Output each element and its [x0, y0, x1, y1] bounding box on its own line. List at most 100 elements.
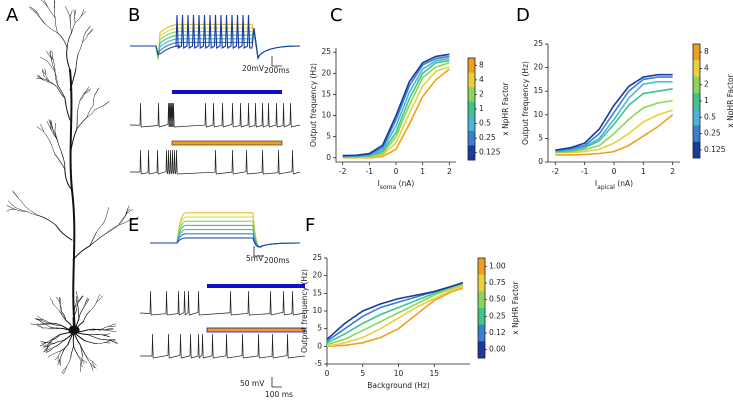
dendrite [84, 86, 90, 93]
dendrite [72, 245, 91, 261]
y-tick-label: 20 [533, 63, 543, 72]
dendrite [70, 10, 73, 16]
dendrite [18, 197, 26, 208]
dendrite [37, 318, 44, 322]
dendrite [78, 295, 83, 302]
spike-train [139, 290, 306, 316]
colorbar-segment [693, 141, 700, 159]
trace [150, 237, 301, 248]
dendrite [96, 222, 104, 233]
dendrite [51, 50, 54, 60]
dendrite [59, 310, 67, 321]
dendrite [45, 349, 52, 353]
colorbar-tick-label: 0.5 [704, 112, 716, 121]
dendrite [105, 327, 114, 330]
x-axis-label: Background (Hz) [367, 381, 430, 390]
dendrite [54, 70, 58, 85]
dendrite [94, 87, 100, 96]
neuron [6, 0, 139, 374]
dendrite [84, 88, 90, 94]
dendrite [71, 22, 76, 34]
dendrite [73, 9, 75, 16]
dendrite [97, 328, 107, 330]
dendrite [36, 315, 43, 320]
colorbar-tick-label: 0.5 [479, 119, 491, 128]
colorbar-tick-label: 0.125 [704, 145, 726, 154]
dendrite [25, 206, 40, 217]
x-tick-label: 5 [360, 369, 365, 378]
chart: 0 5 10 15 20 25 -2 -1 0 1 2 Output frequency (Hz) Ia… [521, 39, 733, 191]
colorbar-tick-label: 1 [479, 104, 484, 113]
dendrite [125, 209, 134, 216]
dendrite [84, 340, 97, 344]
dendrite [37, 323, 44, 325]
dendrite [83, 310, 91, 322]
dendrite [8, 200, 16, 208]
dendrite [47, 7, 56, 19]
dendrite [74, 15, 76, 23]
dendrite [45, 24, 58, 34]
dendrite [14, 208, 27, 212]
scale-label: 50 mV [240, 379, 265, 388]
y-tick-label: 10 [533, 110, 543, 119]
dendrite [52, 334, 61, 341]
x-tick-label: 0 [394, 167, 399, 176]
dendrite [96, 342, 106, 345]
x-tick-label: 1 [641, 167, 646, 176]
colorbar-segment [468, 87, 475, 103]
dendrite [39, 342, 46, 347]
series-line [342, 55, 450, 157]
dendrite [73, 345, 78, 356]
spike-train [129, 149, 301, 176]
x-tick-label: -2 [339, 167, 347, 176]
x-tick-label: 0 [325, 369, 330, 378]
y-tick-label: 15 [312, 288, 322, 297]
x-axis-label-part: (nA) [615, 179, 633, 188]
dendrite [6, 208, 16, 212]
dendrite [47, 353, 54, 358]
dendrite [102, 100, 110, 107]
series-line [326, 285, 464, 348]
panel-label: E [128, 215, 139, 236]
x-tick-label: 1 [420, 167, 425, 176]
y-tick-label: 0 [326, 153, 331, 162]
dendrite [75, 53, 79, 70]
dendrite [53, 340, 64, 344]
dendrite [49, 50, 52, 60]
dendrite [57, 32, 68, 49]
colorbar-segment [468, 58, 475, 73]
dendrite [40, 57, 48, 62]
dendrite [86, 298, 90, 304]
y-axis-label: Output frequency (Hz) [521, 61, 530, 145]
dendrite [64, 168, 73, 191]
dendrite [77, 307, 80, 320]
dendrite [42, 345, 49, 349]
dendrite [42, 327, 52, 330]
dendrite [109, 340, 119, 344]
dendrite [103, 333, 111, 336]
soma [68, 325, 80, 335]
dendrite [74, 15, 82, 23]
dendrite [69, 68, 77, 91]
colorbar-segment [693, 44, 700, 61]
dendrite [89, 232, 97, 247]
dendrite [128, 216, 139, 221]
dendrite [61, 151, 66, 170]
colorbar-segment [478, 308, 485, 325]
dendrite [36, 325, 44, 329]
dendrite [53, 7, 56, 19]
dendrite [59, 303, 62, 312]
x-tick-label: 2 [447, 167, 452, 176]
dendrite [105, 225, 119, 235]
dendrite [50, 129, 58, 140]
dendrite [72, 308, 78, 319]
dendrite [70, 345, 74, 359]
dendrite [47, 61, 55, 72]
dendrite [109, 330, 117, 332]
dendrite [30, 8, 39, 14]
x-tick-label: 15 [429, 369, 439, 378]
dendrite [52, 59, 56, 71]
dendrite [42, 349, 50, 353]
colorbar-tick-label: 0.25 [489, 311, 506, 320]
